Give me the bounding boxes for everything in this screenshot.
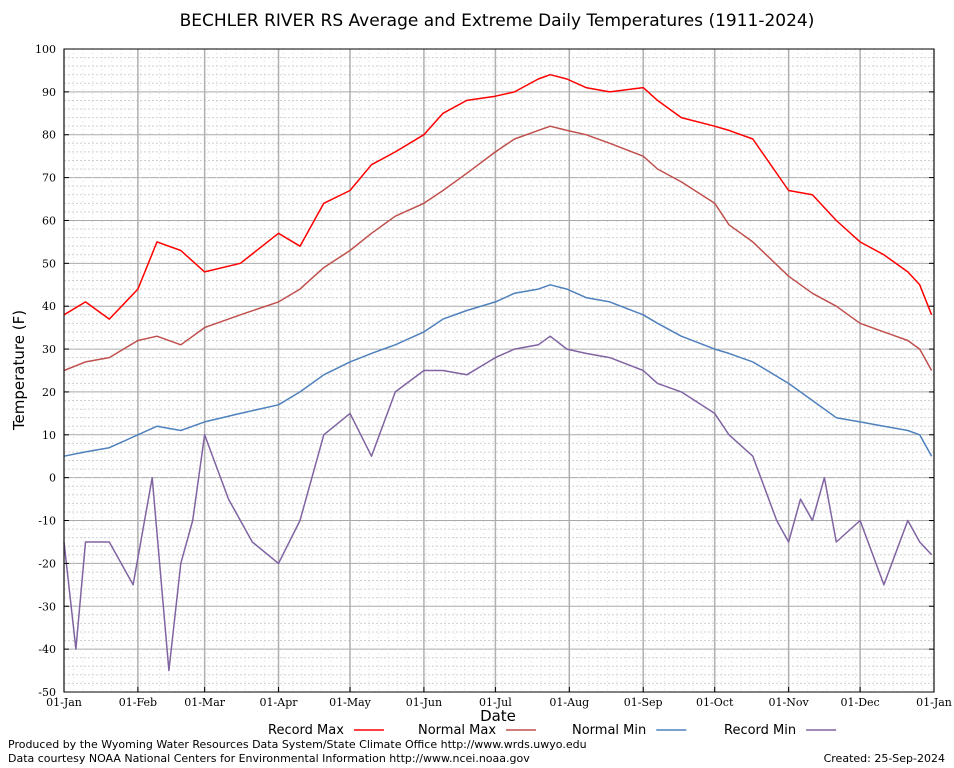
y-tick-label: -50	[38, 686, 56, 699]
y-tick-label: -30	[38, 600, 56, 613]
x-tick-label: 01-May	[329, 696, 372, 709]
y-axis-label: Temperature (F)	[10, 310, 28, 431]
y-tick-label: 0	[49, 472, 56, 485]
x-tick-label: 01-Oct	[696, 696, 734, 709]
x-tick-label: 01-Dec	[841, 696, 880, 709]
footer-created: Created: 25-Sep-2024	[824, 752, 945, 765]
y-tick-label: -10	[38, 515, 56, 528]
footer-data-courtesy: Data courtesy NOAA National Centers for …	[8, 752, 530, 765]
x-axis-label: Date	[480, 707, 516, 725]
y-tick-label: 80	[42, 129, 56, 142]
y-tick-label: 60	[42, 214, 56, 227]
legend-label: Normal Max	[418, 723, 496, 738]
legend-label: Normal Min	[572, 723, 646, 738]
y-tick-label: 30	[42, 343, 56, 356]
x-tick-label: 01-Jun	[406, 696, 442, 709]
chart-title: BECHLER RIVER RS Average and Extreme Dai…	[180, 11, 815, 31]
y-tick-label: 90	[42, 86, 56, 99]
plot-frame	[63, 48, 935, 693]
x-tick-label: 01-Jan	[916, 696, 952, 709]
y-tick-label: 50	[42, 257, 56, 270]
x-tick-label: 01-Aug	[549, 696, 589, 709]
y-tick-label: 40	[42, 300, 56, 313]
legend: Record Max Normal Max Normal Min Record Min	[268, 723, 837, 738]
y-tick-label: 70	[42, 172, 56, 185]
y-tick-label: 10	[42, 429, 56, 442]
footer-produced-by: Produced by the Wyoming Water Resources …	[8, 738, 587, 751]
series-line-normal-min	[63, 284, 933, 457]
x-tick-label: 01-Jul	[479, 696, 512, 709]
x-tick-label: 01-Sep	[624, 696, 663, 709]
y-tick-label: -40	[38, 643, 56, 656]
grid	[63, 48, 935, 693]
x-tick-label: 01-Nov	[769, 696, 810, 709]
series-line-normal-max	[63, 125, 933, 372]
legend-label: Record Max	[268, 723, 344, 738]
x-tick-label: 01-Apr	[260, 696, 299, 709]
x-ticks: 01-Jan 01-Feb 01-Mar 01-Apr 01-May 01-Jun 01-J…	[46, 687, 952, 709]
series-group	[63, 73, 933, 672]
x-tick-label: 01-Feb	[119, 696, 157, 709]
legend-label: Record Min	[724, 723, 796, 738]
y-tick-label: 20	[42, 386, 56, 399]
x-tick-label: 01-Jan	[46, 696, 82, 709]
series-line-record-min	[63, 335, 933, 672]
y-tick-label: -20	[38, 557, 56, 570]
series-line-record-max	[63, 73, 933, 320]
y-tick-label: 100	[35, 43, 56, 56]
x-tick-label: 01-Mar	[184, 696, 226, 709]
